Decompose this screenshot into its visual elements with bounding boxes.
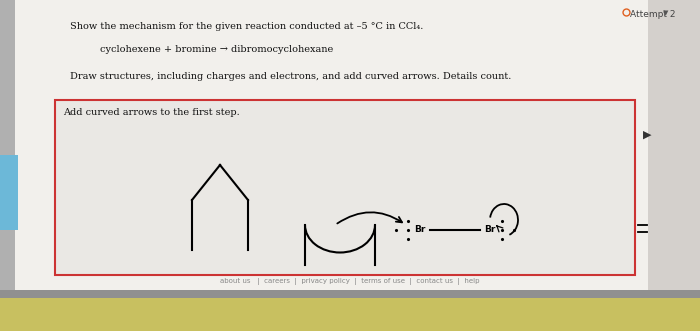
Text: ▼: ▼ [663,10,668,16]
Text: about us   |  careers  |  privacy policy  |  terms of use  |  contact us  |  hel: about us | careers | privacy policy | te… [220,278,480,285]
Text: cyclohexene + bromine → dibromocyclohexane: cyclohexene + bromine → dibromocyclohexa… [100,45,333,54]
Text: Show the mechanism for the given reaction conducted at –5 °C in CCl₄.: Show the mechanism for the given reactio… [70,22,424,31]
Text: ▶: ▶ [643,130,652,140]
Bar [0,290,700,298]
Bar [648,0,700,290]
Text: Add curved arrows to the first step.: Add curved arrows to the first step. [63,108,239,117]
Text: Br: Br [484,225,496,234]
Bar [55,100,635,275]
Text: Draw structures, including charges and electrons, and add curved arrows. Details: Draw structures, including charges and e… [70,72,512,81]
Text: Attempt 2: Attempt 2 [630,10,676,19]
Text: Br: Br [414,225,426,234]
Bar [15,0,675,290]
Bar [0,155,18,230]
Bar [0,295,700,331]
